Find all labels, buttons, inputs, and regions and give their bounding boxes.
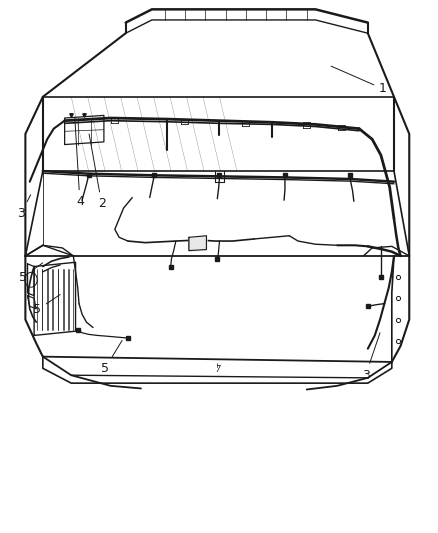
Text: 1: 1 [330, 66, 386, 95]
Text: 5: 5 [19, 263, 42, 284]
Text: 5: 5 [33, 295, 60, 317]
Text: 3: 3 [361, 333, 379, 382]
Text: 5: 5 [101, 341, 122, 375]
Text: 7: 7 [214, 366, 219, 374]
Text: 2: 2 [89, 134, 106, 211]
Text: 4: 4 [74, 118, 84, 208]
Text: 3: 3 [17, 195, 31, 220]
